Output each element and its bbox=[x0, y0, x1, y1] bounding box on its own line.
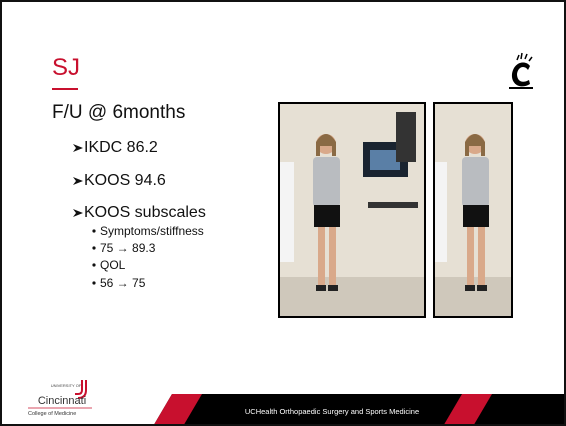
slide: SJ F/U @ 6months IKDC 86.2 KOOS 94.6 KOO… bbox=[0, 0, 566, 426]
bearcat-logo bbox=[506, 52, 536, 92]
title-underline bbox=[52, 88, 78, 90]
sub-bullet: QOL bbox=[100, 258, 125, 272]
heading: F/U @ 6months bbox=[52, 102, 185, 124]
arrow-bullets bbox=[72, 139, 84, 229]
bullet: IKDC 86.2 bbox=[84, 139, 158, 157]
photo bbox=[433, 102, 513, 318]
bullet: KOOS 94.6 bbox=[84, 172, 166, 190]
footer-text: UCHealth Orthopaedic Surgery and Sports … bbox=[202, 407, 462, 416]
sub-bullet: 56 → 75 bbox=[100, 276, 145, 290]
sub-bullet: Symptoms/stiffness bbox=[100, 224, 204, 238]
bullet: KOOS subscales bbox=[84, 204, 206, 222]
dot-bullets bbox=[90, 224, 98, 294]
photo bbox=[278, 102, 426, 318]
slide-title: SJ bbox=[52, 54, 80, 82]
sub-bullet: 75 → 89.3 bbox=[100, 241, 155, 255]
logo-top: UNIVERSITY OF bbox=[51, 383, 82, 388]
